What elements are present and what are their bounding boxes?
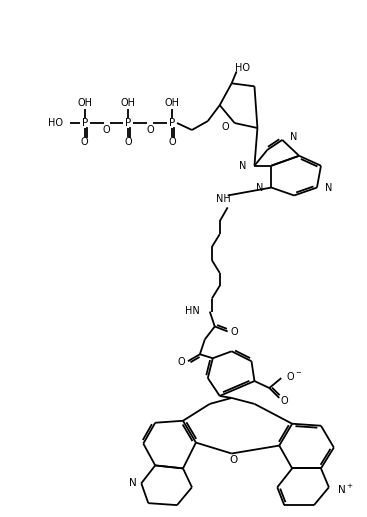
Text: O: O: [221, 122, 229, 132]
Text: O: O: [231, 327, 239, 338]
Text: P: P: [81, 118, 88, 128]
Text: O: O: [280, 396, 288, 406]
Text: NH: NH: [216, 194, 231, 204]
Text: O: O: [177, 357, 185, 367]
Text: N: N: [325, 183, 332, 192]
Text: O: O: [103, 125, 110, 135]
Text: N: N: [256, 183, 264, 192]
Text: OH: OH: [77, 98, 92, 108]
Text: P: P: [169, 118, 175, 128]
Text: N$^+$: N$^+$: [337, 483, 353, 496]
Text: O: O: [229, 455, 238, 465]
Text: HO: HO: [235, 64, 250, 73]
Text: N: N: [290, 132, 298, 142]
Text: O: O: [81, 137, 88, 147]
Text: O: O: [146, 125, 154, 135]
Text: O$^-$: O$^-$: [286, 370, 302, 382]
Text: OH: OH: [121, 98, 136, 108]
Text: N: N: [239, 161, 247, 171]
Text: P: P: [125, 118, 131, 128]
Text: HO: HO: [48, 118, 63, 128]
Text: N: N: [128, 478, 137, 488]
Text: HN: HN: [185, 306, 200, 315]
Text: O: O: [168, 137, 176, 147]
Text: OH: OH: [164, 98, 179, 108]
Text: O: O: [125, 137, 132, 147]
